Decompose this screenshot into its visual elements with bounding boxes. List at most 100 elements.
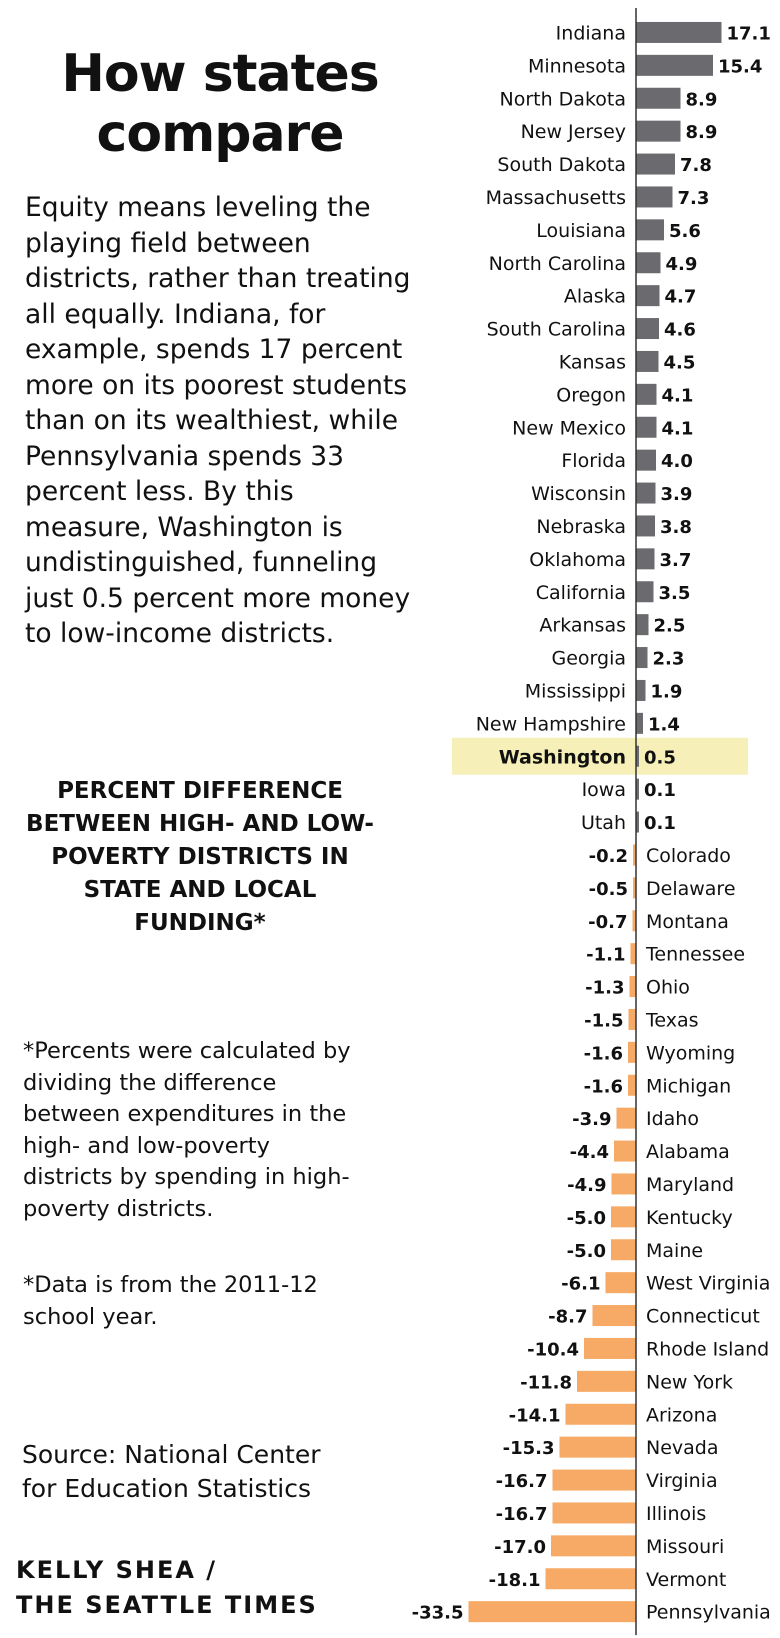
data-label: 0.5 — [644, 747, 676, 768]
category-label: Georgia — [552, 648, 627, 670]
data-label: 8.9 — [686, 89, 718, 110]
bar — [633, 877, 636, 899]
data-label: -1.6 — [584, 1043, 623, 1064]
data-label: 4.6 — [664, 320, 696, 341]
category-label: Nevada — [646, 1437, 719, 1459]
category-label: Alabama — [646, 1141, 730, 1163]
category-label: Oregon — [556, 384, 626, 406]
category-label: Montana — [646, 911, 729, 933]
bar — [636, 449, 656, 471]
data-label: -5.0 — [567, 1208, 606, 1229]
bar — [636, 383, 657, 405]
highlight-band — [452, 737, 748, 775]
bar — [636, 679, 646, 701]
category-label: Massachusetts — [486, 187, 626, 209]
bar — [628, 1041, 636, 1063]
bar — [614, 1140, 636, 1162]
bar — [636, 87, 681, 109]
bar — [633, 844, 636, 866]
bar — [636, 350, 659, 372]
category-label: Nebraska — [536, 516, 626, 538]
data-label: 5.6 — [669, 221, 701, 242]
category-label: South Dakota — [497, 154, 626, 176]
category-label: Kentucky — [646, 1207, 733, 1229]
data-label: 3.9 — [661, 484, 693, 505]
category-label: Iowa — [582, 779, 626, 801]
data-label: -17.0 — [494, 1537, 546, 1558]
category-label: Rhode Island — [646, 1338, 769, 1360]
bar — [551, 1535, 636, 1557]
source-note: Source: National Center for Education St… — [22, 1440, 321, 1503]
bar — [611, 1206, 636, 1228]
bar — [611, 1239, 636, 1261]
bar — [468, 1601, 636, 1623]
data-label: -6.1 — [561, 1274, 600, 1295]
category-label: West Virginia — [646, 1273, 770, 1295]
category-label: Michigan — [646, 1075, 731, 1097]
bar — [628, 1074, 636, 1096]
data-label: -18.1 — [489, 1570, 541, 1591]
bar — [616, 1107, 636, 1129]
bar — [632, 910, 636, 932]
bar — [636, 186, 673, 208]
data-label: -1.5 — [584, 1010, 623, 1031]
bar — [584, 1337, 636, 1359]
data-label: 8.9 — [686, 122, 718, 143]
category-label: Maryland — [646, 1174, 734, 1196]
bar — [636, 285, 660, 307]
data-label: 4.5 — [664, 352, 696, 373]
methodology-note: *Percents were calculated by dividing th… — [23, 1038, 351, 1222]
category-label: Alaska — [564, 286, 626, 308]
bar — [630, 943, 636, 965]
data-label: -11.8 — [520, 1372, 572, 1393]
category-label: Connecticut — [646, 1306, 760, 1328]
data-label: -10.4 — [527, 1339, 579, 1360]
bar — [636, 712, 643, 734]
data-label: -0.5 — [589, 879, 628, 900]
bar — [636, 548, 655, 570]
category-label: Indiana — [556, 22, 626, 44]
bar — [636, 153, 675, 175]
intro-text: Equity means leveling the playing field … — [25, 192, 411, 649]
bar — [636, 54, 713, 76]
data-label: 1.4 — [648, 714, 680, 735]
data-label: -4.9 — [567, 1175, 606, 1196]
data-year-note: *Data is from the 2011-12 school year. — [23, 1272, 318, 1330]
data-label: -4.4 — [570, 1142, 609, 1163]
bar — [636, 647, 648, 669]
category-label: Minnesota — [528, 55, 626, 77]
data-label: 4.7 — [665, 287, 697, 308]
bar — [636, 252, 661, 274]
category-label: Arizona — [646, 1404, 717, 1426]
category-label: Oklahoma — [529, 549, 626, 571]
data-label: 1.9 — [651, 681, 683, 702]
bar — [611, 1173, 636, 1195]
category-label: Wyoming — [646, 1042, 735, 1064]
category-label: Illinois — [646, 1503, 706, 1525]
title-line-2: compare — [96, 104, 345, 164]
category-label: Idaho — [646, 1108, 699, 1130]
data-label: 3.7 — [660, 550, 692, 571]
data-label: 15.4 — [718, 56, 762, 77]
category-label: Arkansas — [539, 615, 626, 637]
page-title: How states compare — [20, 44, 420, 164]
bar — [552, 1469, 636, 1491]
data-label: 17.1 — [727, 23, 771, 44]
bar — [629, 976, 636, 998]
category-label: Florida — [561, 450, 626, 472]
category-label: Kansas — [559, 351, 626, 373]
data-label: -8.7 — [548, 1307, 587, 1328]
data-label: 4.0 — [661, 451, 693, 472]
data-label: -15.3 — [503, 1438, 555, 1459]
data-label: 2.5 — [654, 616, 686, 637]
credit: KELLY SHEA / THE SEATTLE TIMES — [16, 1553, 356, 1623]
data-label: 0.1 — [644, 780, 676, 801]
category-label: Missouri — [646, 1536, 724, 1558]
credit-line-1: KELLY SHEA / — [16, 1556, 218, 1584]
category-label: Colorado — [646, 845, 731, 867]
bar — [636, 318, 659, 340]
bar — [636, 811, 639, 833]
bar — [628, 1008, 636, 1030]
category-label: New Mexico — [512, 417, 626, 439]
category-label: North Dakota — [500, 88, 627, 110]
